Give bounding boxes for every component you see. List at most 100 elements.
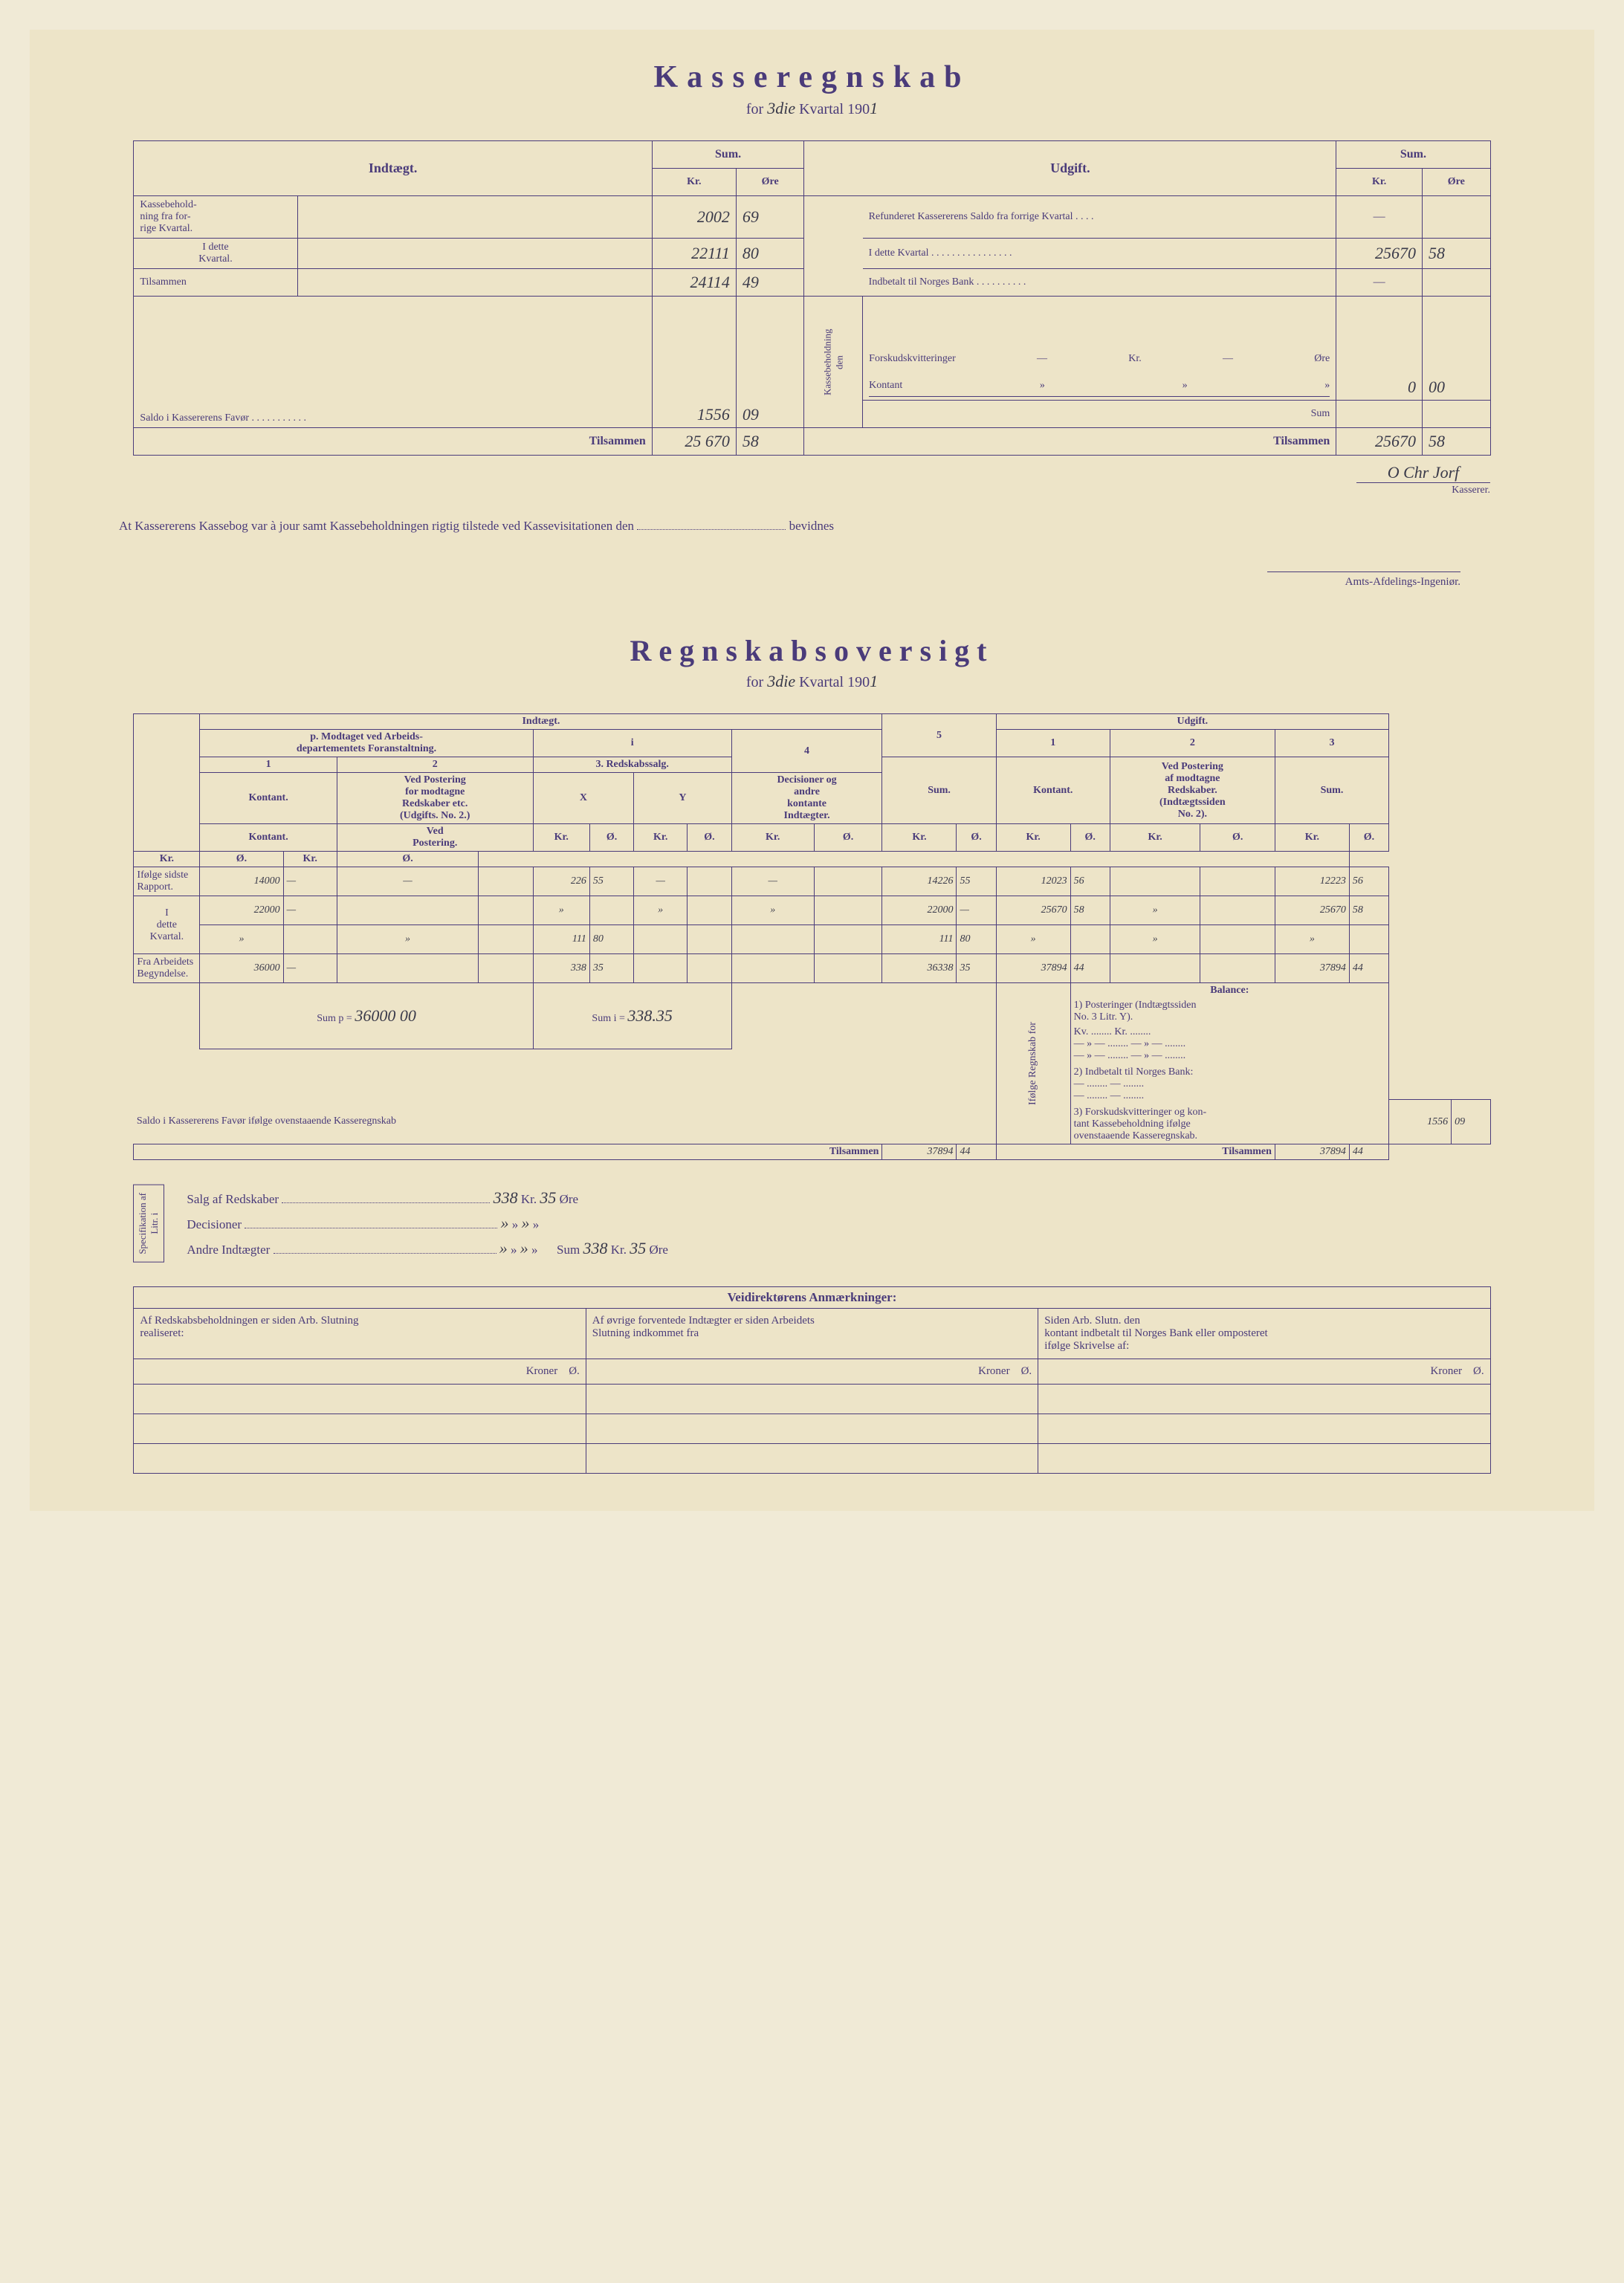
ov-kontant3: Kontant. xyxy=(996,757,1110,824)
tilsammen-bl-label: Tilsammen xyxy=(134,428,652,456)
subheader-2: for 3die Kvartal 1901 xyxy=(74,672,1550,691)
kasserer-label: Kasserer. xyxy=(1452,485,1490,496)
ifolge-regnskab-vert: Ifølge Regnskab for xyxy=(996,983,1070,1144)
year-value: 1 xyxy=(870,99,878,117)
ov-indtaegt: Indtægt. xyxy=(200,714,882,730)
spec-andre: Andre Indtægter xyxy=(187,1243,270,1257)
overview-table: Indtægt. 5 Udgift. p. Modtaget ved Arbei… xyxy=(133,713,1490,1160)
idette-ore: 80 xyxy=(736,239,804,269)
kassebehold-ore: 69 xyxy=(736,196,804,239)
refunderet-val: — xyxy=(1336,196,1423,239)
amts-label: Amts-Afdelings-Ingeniør. xyxy=(1345,576,1460,588)
kasse-table: Indtægt. Sum. Udgift. Sum. Kr. Øre Kr. Ø… xyxy=(133,140,1490,456)
remarks-c2: Af øvrige forventede Indtægter er siden … xyxy=(586,1309,1038,1359)
sum-lbl: Sum xyxy=(863,401,1336,428)
tilsammen-bl-kr: 25 670 xyxy=(652,428,736,456)
ov-redskab: 3. Redskabssalg. xyxy=(533,757,731,773)
title-oversigt: Regnskabsoversigt xyxy=(74,633,1550,668)
ov-1: 1 xyxy=(200,757,337,773)
spec-sum: Sum xyxy=(557,1243,580,1257)
indbetalt-label: Indbetalt til Norges Bank . . . . . . . … xyxy=(863,269,1336,297)
hdr-kr-r: Kr. xyxy=(1336,169,1423,196)
tilsammen-kr: 24114 xyxy=(652,269,736,297)
hdr-kr-l: Kr. xyxy=(652,169,736,196)
tilsammen-ore: 49 xyxy=(736,269,804,297)
tilsammen-br-kr: 25670 xyxy=(1336,428,1423,456)
hdr-ore-l: Øre xyxy=(736,169,804,196)
ov-tilsammen-l: Tilsammen xyxy=(134,1144,882,1160)
ov-saldo-ore: 09 xyxy=(1452,1100,1490,1144)
kontant-kr: 0 xyxy=(1336,297,1423,401)
hdr-ore-r: Øre xyxy=(1422,169,1490,196)
spec-salg-ore: 35 xyxy=(540,1188,556,1207)
indbetalt-val: — xyxy=(1336,269,1423,297)
saldo-line: Saldo i Kassererens Favør ifølge ovensta… xyxy=(134,1100,731,1144)
spec-salg: Salg af Redskaber xyxy=(187,1192,279,1206)
row-fra: Fra Arbeidets Begyndelse. 36000— 33835 3… xyxy=(134,954,1490,983)
spec-salg-kr: 338 xyxy=(494,1188,518,1207)
kontant-label: Kontant xyxy=(869,380,902,392)
remarks-c3: Siden Arb. Slutn. den kontant indbetalt … xyxy=(1038,1309,1490,1359)
refunderet-label: Refunderet Kassererens Saldo fra forrige… xyxy=(863,196,1336,239)
ov-saldo-kr: 1556 xyxy=(1389,1100,1452,1144)
ov-tils-r-ore: 44 xyxy=(1349,1144,1388,1160)
signature: O Chr Jorf xyxy=(1356,463,1490,483)
hdr-sum-right: Sum. xyxy=(1336,141,1490,169)
ledger-page: Kasseregnskab for 3die Kvartal 1901 Indt… xyxy=(30,30,1594,1511)
ov-2: 2 xyxy=(337,757,533,773)
ov-u2: 2 xyxy=(1110,730,1275,757)
subheader-1: for 3die Kvartal 1901 xyxy=(74,99,1550,118)
ov-tils-r-kr: 37894 xyxy=(1275,1144,1349,1160)
idette-right-label: I dette Kvartal . . . . . . . . . . . . … xyxy=(863,239,1336,269)
idette-right-kr: 25670 xyxy=(1336,239,1423,269)
for-label: for xyxy=(746,101,763,117)
quarter-value: 3die xyxy=(767,99,795,117)
ov-tilsammen-r: Tilsammen xyxy=(996,1144,1275,1160)
ov-X: X xyxy=(533,773,634,824)
spec-sum-kr: 338 xyxy=(583,1239,607,1257)
attestation-line: At Kassererens Kassebog var à jour samt … xyxy=(119,519,1505,534)
row-ifolge: Ifølge sidste Rapport. 14000— — 22655 — … xyxy=(134,867,1490,896)
ov-i: i xyxy=(533,730,731,757)
ov-col4: 4 xyxy=(731,730,882,773)
ov-vp: Ved Postering for modtagne Redskaber etc… xyxy=(337,773,533,824)
tilsammen-br-ore: 58 xyxy=(1422,428,1490,456)
bevidnes: bevidnes xyxy=(789,519,834,533)
ov-tils-l-kr: 37894 xyxy=(882,1144,957,1160)
specification-block: Specifikation af Litr. i Salg af Redskab… xyxy=(133,1182,1490,1264)
forskud-label: Forskudskvitteringer xyxy=(869,353,956,365)
ov-tils-l-ore: 44 xyxy=(957,1144,996,1160)
ov-dec: Decisioner og andre kontante Indtægter. xyxy=(731,773,882,824)
spec-dec: Decisioner xyxy=(187,1217,242,1231)
ov-col5: 5 xyxy=(882,714,996,757)
hdr-sum-left: Sum. xyxy=(652,141,804,169)
row-idette: I dette Kvartal. xyxy=(134,239,297,269)
idette-kr: 22111 xyxy=(652,239,736,269)
kr-lbl: Kr. xyxy=(1128,353,1142,365)
row-kassebehold: Kassebehold- ning fra for- rige Kvartal. xyxy=(134,196,297,239)
title-kasseregnskab: Kasseregnskab xyxy=(74,59,1550,95)
row-tilsammen: Tilsammen xyxy=(134,269,297,297)
ore-lbl: Øre xyxy=(1314,353,1330,365)
saldo-ore: 09 xyxy=(736,297,804,428)
ov-kontant: Kontant. xyxy=(200,773,337,824)
idette-right-ore: 58 xyxy=(1422,239,1490,269)
saldo-label: Saldo i Kassererens Favør . . . . . . . … xyxy=(134,297,652,428)
kassebehold-vert: Kassebeholdning den xyxy=(804,297,863,428)
tilsammen-bl-ore: 58 xyxy=(736,428,804,456)
ov-Y: Y xyxy=(634,773,731,824)
saldo-kr: 1556 xyxy=(652,297,736,428)
kontant-ore: 00 xyxy=(1422,297,1490,401)
kvartal-label: Kvartal 190 xyxy=(799,101,870,117)
bal2: 2) Indbetalt til Norges Bank: xyxy=(1074,1066,1385,1078)
ov-sum: Sum. xyxy=(882,757,996,824)
remarks-table: Veidirektørens Anmærkninger: Af Redskabs… xyxy=(133,1286,1490,1474)
signature-block: O Chr Jorf Kasserer. xyxy=(74,463,1490,496)
kassebehold-kr: 2002 xyxy=(652,196,736,239)
tilsammen-br-label: Tilsammen xyxy=(804,428,1336,456)
bal3: 3) Forskudskvitteringer og kon- tant Kas… xyxy=(1074,1107,1385,1142)
spec-sum-ore: 35 xyxy=(630,1239,646,1257)
ov-u3: 3 xyxy=(1275,730,1388,757)
hdr-indtaegt: Indtægt. xyxy=(134,141,652,196)
bal1: 1) Posteringer (Indtægtssiden No. 3 Litr… xyxy=(1074,1000,1385,1023)
